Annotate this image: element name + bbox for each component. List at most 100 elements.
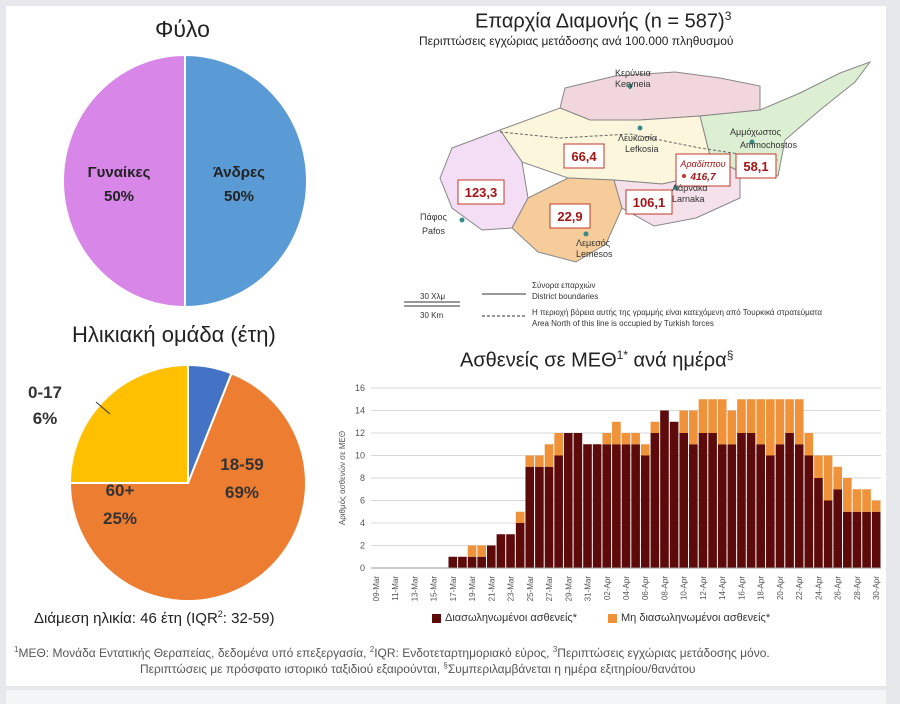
map-scale-gr: 30 Χλμ [420, 292, 445, 301]
bar-not-intubated [631, 433, 640, 445]
median-age: Διάμεση ηλικία: 46 έτη (IQR2: 32-59) [34, 609, 275, 627]
bar-not-intubated [746, 399, 756, 433]
map-value-lemesos: 22,9 [557, 209, 582, 224]
bar-not-intubated [756, 399, 766, 445]
bar-not-intubated [737, 399, 746, 433]
x-tick-label: 16-Apr [737, 576, 746, 600]
bar-intubated [794, 444, 804, 568]
x-tick-label: 13-Mar [410, 576, 419, 602]
bar-intubated [535, 466, 544, 568]
map-title: Επαρχία Διαμονής (n = 587)3 [475, 9, 732, 33]
bar-intubated [717, 444, 727, 568]
bar-not-intubated [814, 455, 823, 478]
pie-slice-men [184, 55, 308, 309]
bar-not-intubated [766, 399, 775, 456]
map-value-aradippou: 416,7 [689, 172, 715, 183]
x-tick-label: 21-Mar [487, 576, 496, 602]
y-tick-label: 14 [355, 406, 365, 416]
x-tick-label: 22-Apr [795, 576, 804, 600]
x-tick-label: 28-Apr [853, 576, 862, 600]
x-tick-label: 25-Mar [526, 576, 535, 602]
x-tick-label: 08-Apr [660, 576, 669, 600]
bar-intubated [506, 534, 515, 568]
map-label-aradippou: Αραδίππου [679, 159, 725, 169]
x-tick-label: 06-Apr [641, 576, 650, 600]
bar-not-intubated [871, 500, 881, 512]
y-tick-label: 10 [355, 451, 365, 461]
bar-intubated [756, 444, 766, 568]
x-tick-label: 30-Apr [872, 576, 881, 600]
age-pie-chart: 18-59 69% 60+ 25% 0-17 6% [28, 363, 307, 602]
bar-intubated [563, 433, 573, 568]
map-value-ammochostos: 58,1 [743, 159, 768, 174]
bottom-strip [6, 690, 886, 704]
bar-intubated [621, 444, 631, 568]
bar-not-intubated [852, 489, 862, 512]
pie-slice-0-17 [187, 363, 233, 484]
pie-value-60-plus: 25% [103, 509, 137, 528]
bar-not-intubated [804, 433, 814, 456]
bar-not-intubated [650, 421, 660, 433]
legend-swatch-not-intubated [608, 613, 617, 623]
y-tick-label: 16 [355, 383, 365, 393]
bar-intubated [698, 433, 708, 568]
map-legend-boundary-en: District boundaries [532, 292, 598, 301]
age-chart-title: Ηλικιακή ομάδα (έτη) [72, 322, 276, 347]
bar-intubated [631, 444, 640, 568]
x-tick-label: 14-Apr [718, 576, 727, 600]
bar-intubated [852, 511, 862, 568]
icu-bar-chart: 0 2 4 6 8 10 12 14 16 Αριθμός ασθενών σε ΜΕΘ 09-Ma… [338, 383, 881, 602]
bar-not-intubated [535, 455, 544, 467]
x-tick-label: 18-Apr [757, 576, 766, 600]
bar-not-intubated [640, 444, 650, 456]
bar-intubated [669, 421, 679, 568]
bar-not-intubated [775, 399, 785, 445]
map-name-pafos-en: Pafos [422, 226, 446, 236]
y-tick-label: 2 [360, 541, 365, 551]
y-tick-label: 4 [360, 518, 365, 528]
bar-not-intubated [727, 410, 737, 445]
map-value-pafos: 123,3 [465, 185, 498, 200]
legend-swatch-intubated [432, 613, 441, 623]
x-tick-label: 24-Apr [814, 576, 823, 600]
x-tick-label: 10-Apr [680, 576, 689, 600]
map-legend-occupied-gr: Η περιοχή βόρεια αυτής της γραμμής είναι… [532, 308, 822, 317]
pie-leader-line [95, 401, 111, 415]
map-name-lefkosia-gr: Λευκωσία [618, 133, 657, 143]
x-tick-label: 02-Apr [603, 576, 612, 600]
map-name-pafos-gr: Πάφος [420, 212, 448, 222]
bar-not-intubated [602, 433, 612, 445]
bar-not-intubated [467, 545, 477, 557]
bar-not-intubated [544, 444, 554, 467]
bar-intubated [496, 534, 506, 568]
bar-intubated [871, 511, 881, 568]
bar-intubated [775, 444, 785, 568]
map-name-ammochostos-gr: Αμμόχωστος [730, 127, 782, 137]
bar-not-intubated [621, 433, 631, 445]
pie-label-18-59: 18-59 [220, 455, 263, 474]
bar-not-intubated [823, 455, 833, 501]
bar-intubated [477, 556, 486, 568]
bar-intubated [612, 444, 621, 568]
bar-intubated [814, 478, 823, 568]
y-tick-label: 12 [355, 428, 365, 438]
bar-intubated [737, 433, 746, 568]
bar-intubated [804, 455, 814, 568]
bar-not-intubated [612, 421, 621, 445]
x-tick-label: 04-Apr [622, 576, 631, 600]
bar-not-intubated [679, 410, 689, 433]
bar-intubated [602, 444, 612, 568]
bar-intubated [458, 556, 467, 568]
bar-intubated [525, 466, 535, 568]
x-tick-label: 23-Mar [507, 576, 516, 602]
bar-not-intubated [477, 545, 486, 557]
pie-value-men: 50% [224, 188, 254, 205]
pie-value-women: 50% [104, 188, 134, 205]
footnote-line-1: 1ΜΕΘ: Μονάδα Εντατικής Θεραπείας, δεδομέ… [14, 645, 770, 660]
bar-intubated [823, 500, 833, 568]
legend-intubated: Διασωληνωμένοι ασθενείς* [432, 612, 577, 624]
footnote-line-2: Περιπτώσεις με πρόσφατο ιστορικό ταξιδιο… [140, 661, 696, 676]
bar-not-intubated [862, 489, 871, 512]
pie-value-18-59: 69% [225, 483, 259, 502]
map-name-keryneia-gr: Κερύνεια [615, 68, 651, 78]
